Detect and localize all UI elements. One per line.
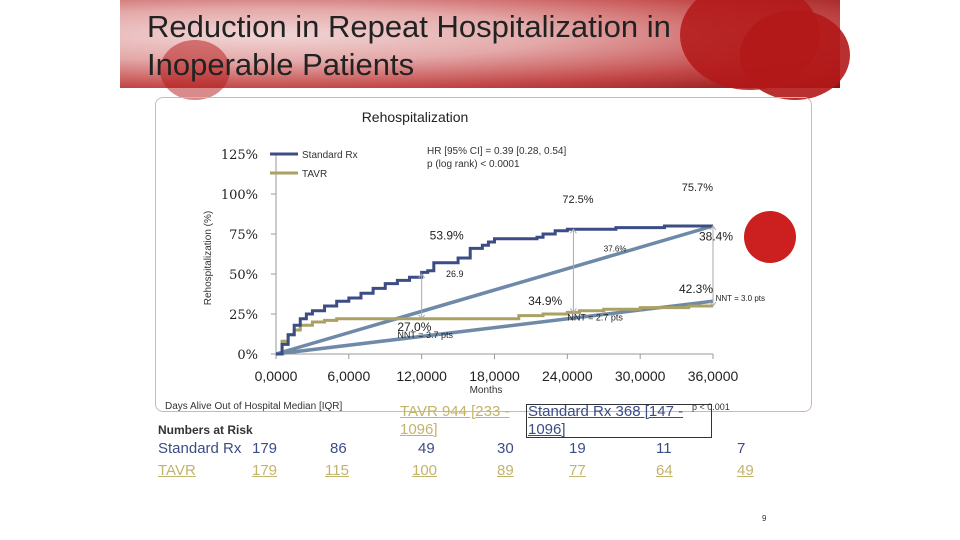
arrow-12-months-head-top xyxy=(418,273,426,279)
x-tick-label-2: 12,0000 xyxy=(396,368,447,384)
risk-standard-2: 49 xyxy=(418,440,435,457)
y-tick-label-1: 25% xyxy=(229,308,258,323)
series-tavr xyxy=(276,304,713,356)
risk-tavr-4: 77 xyxy=(569,462,586,479)
x-tick-label-6: 36,0000 xyxy=(688,368,739,384)
p-logrank-text: p (log rank) < 0.0001 xyxy=(427,159,520,170)
series-standard xyxy=(276,224,713,356)
slide-title-text: Reduction in Repeat Hospitalization in I… xyxy=(147,9,671,82)
y-axis-label: Rehospitalization (%) xyxy=(203,211,214,306)
y-tick-label-5: 125% xyxy=(221,148,258,163)
risk-row-standard-label: Standard Rx xyxy=(158,440,242,457)
annotation-10: NNT = 2.7 pts xyxy=(567,312,623,322)
risk-tavr-1: 115 xyxy=(325,462,349,479)
trend-line-tavr xyxy=(275,299,714,356)
risk-tavr-2: 100 xyxy=(412,462,438,479)
y-tick-label-3: 75% xyxy=(229,228,258,243)
annotation-6: 42.3% xyxy=(679,282,713,296)
slide-title: Reduction in Repeat Hospitalization in I… xyxy=(147,8,747,84)
risk-standard-3: 30 xyxy=(497,440,514,457)
risk-standard-0: 179 xyxy=(252,440,278,457)
risk-tavr-0: 179 xyxy=(252,462,278,479)
risk-tavr-6: 49 xyxy=(737,462,754,479)
trend-line-standard xyxy=(275,224,714,356)
arrow-24-months-head-top xyxy=(570,228,577,234)
legend-tavr-label: TAVR xyxy=(302,169,327,180)
page-number: 9 xyxy=(762,514,767,523)
legend-standard-label: Standard Rx xyxy=(302,150,358,161)
risk-standard-1: 86 xyxy=(330,440,347,457)
y-tick-label-0: 0% xyxy=(237,348,258,363)
annotation-2: 53.9% xyxy=(430,229,464,243)
risk-standard-6: 7 xyxy=(737,440,746,457)
standard-median: Standard Rx 368 [147 - 1096] xyxy=(528,403,684,438)
chart-title: Rehospitalization xyxy=(362,109,469,125)
x-tick-label-3: 18,0000 xyxy=(469,368,520,384)
x-axis-label: Months xyxy=(470,385,503,396)
p-value: p < 0.001 xyxy=(692,402,730,412)
risk-tavr-5: 64 xyxy=(656,462,673,479)
chart-frame xyxy=(155,97,812,412)
annotation-8: NNT = 3.0 pts xyxy=(716,294,765,303)
annotation-11: NNT = 3.7 pts xyxy=(397,330,453,340)
hr-text: HR [95% CI] = 0.39 [0.28, 0.54] xyxy=(427,146,566,157)
x-tick-label-1: 6,0000 xyxy=(327,368,370,384)
annotation-4: 37.6% xyxy=(604,245,627,254)
y-tick-label-4: 100% xyxy=(221,188,258,203)
risk-tavr-3: 89 xyxy=(497,462,514,479)
annotation-5: 26.9 xyxy=(446,269,464,279)
arrow-24-months-head-bottom xyxy=(570,308,577,314)
annotation-7: 34.9% xyxy=(528,294,562,308)
arrow-36-months-head-top xyxy=(709,225,717,231)
annotation-3: 38.4% xyxy=(699,229,733,243)
title-banner xyxy=(120,0,850,100)
x-tick-label-4: 24,0000 xyxy=(542,368,593,384)
days-alive-label: Days Alive Out of Hospital Median [IQR] xyxy=(165,401,343,412)
x-tick-label-0: 0,0000 xyxy=(255,368,298,384)
arrow-12-months-head-bottom xyxy=(418,314,426,320)
annotation-0: 72.5% xyxy=(562,194,593,206)
risk-standard-4: 19 xyxy=(569,440,586,457)
risk-heading: Numbers at Risk xyxy=(158,423,253,437)
arrow-36-months-head-bottom xyxy=(709,301,717,307)
annotation-9: 27.0% xyxy=(397,320,431,334)
annotation-1: 75.7% xyxy=(682,182,713,194)
tavr-median: TAVR 944 [233 - 1096] xyxy=(400,403,510,438)
median-highlight-box xyxy=(526,404,712,438)
x-tick-label-5: 30,0000 xyxy=(615,368,666,384)
red-highlight-circle xyxy=(744,211,796,263)
risk-row-tavr-label: TAVR xyxy=(158,462,196,479)
risk-standard-5: 11 xyxy=(656,440,672,457)
y-tick-label-2: 50% xyxy=(229,268,258,283)
